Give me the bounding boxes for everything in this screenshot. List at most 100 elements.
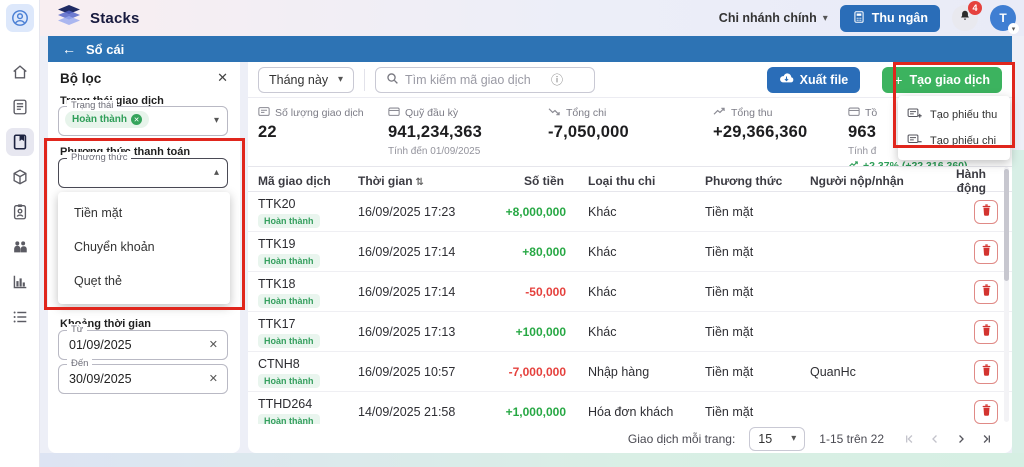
status-select[interactable]: Trạng thái Hoàn thành ✕ ▾ bbox=[58, 100, 228, 136]
column-header-person[interactable]: Người nộp/nhận bbox=[810, 174, 904, 188]
create-transaction-label: Tạo giao dịch bbox=[909, 72, 990, 87]
date-from-label: Từ bbox=[67, 324, 88, 335]
sidebar-item-profile[interactable] bbox=[5, 4, 34, 32]
branch-selector[interactable]: Chi nhánh chính ▾ bbox=[719, 11, 828, 25]
back-button[interactable]: ← bbox=[62, 41, 76, 57]
sidebar-item-customers[interactable] bbox=[6, 233, 34, 261]
search-box[interactable]: ⓘ bbox=[375, 66, 595, 93]
notifications-button[interactable]: 4 bbox=[952, 1, 982, 31]
export-file-button[interactable]: Xuất file bbox=[766, 66, 861, 93]
delete-button[interactable] bbox=[974, 199, 998, 224]
transaction-method: Tiền mặt bbox=[705, 404, 754, 419]
transaction-code[interactable]: TTK20 bbox=[258, 197, 296, 211]
transaction-category: Khác bbox=[588, 244, 617, 259]
table-body: TTK20 Hoàn thành 16/09/2025 17:23 +8,000,00… bbox=[248, 192, 1012, 424]
pagination-bar: Giao dịch mỗi trang: 15 ▾ 1-15 trên 22 bbox=[248, 424, 1012, 453]
status-badge: Hoàn thành bbox=[258, 294, 320, 308]
sidebar-item-orders[interactable] bbox=[6, 93, 34, 121]
next-page-icon[interactable] bbox=[954, 432, 968, 446]
per-page-label: Giao dịch mỗi trang: bbox=[627, 431, 736, 446]
create-transaction-menu: Tạo phiếu thu Tạo phiếu chi bbox=[898, 96, 1010, 160]
first-page-icon[interactable] bbox=[902, 432, 916, 446]
chip-remove-icon[interactable]: ✕ bbox=[131, 114, 142, 125]
per-page-select[interactable]: 15 ▾ bbox=[749, 426, 806, 451]
date-to-label: Đến bbox=[67, 358, 93, 369]
trend-down-icon bbox=[548, 106, 561, 120]
sort-icon[interactable]: ⇅ bbox=[415, 177, 424, 188]
stat-value: +29,366,360 bbox=[713, 123, 808, 141]
sidebar-item-home[interactable] bbox=[6, 58, 34, 86]
sidebar-item-menu[interactable] bbox=[6, 303, 34, 331]
avatar-initial: T bbox=[999, 11, 1007, 25]
sidebar-item-ledger[interactable] bbox=[5, 128, 34, 156]
divider bbox=[364, 68, 365, 91]
trash-icon bbox=[981, 244, 992, 259]
stat-value: 963 bbox=[848, 123, 877, 141]
wallet-icon bbox=[388, 106, 400, 120]
create-menu-item-1[interactable]: Tạo phiếu thu bbox=[898, 102, 1010, 128]
table-row[interactable]: TTHD264 Hoàn thành 14/09/2025 21:58 +1,000,… bbox=[248, 392, 1012, 424]
transaction-code[interactable]: TTK18 bbox=[258, 277, 296, 291]
page-title: Sổ cái bbox=[86, 41, 125, 57]
sidebar-item-products[interactable] bbox=[6, 163, 34, 191]
avatar[interactable]: T ▾ bbox=[990, 5, 1019, 34]
create-menu-item-2[interactable]: Tạo phiếu chi bbox=[898, 128, 1010, 154]
method-select[interactable]: Phương thức ▴ bbox=[58, 152, 228, 188]
clipboard-person-icon bbox=[11, 203, 29, 221]
table-row[interactable]: TTK19 Hoàn thành 16/09/2025 17:14 +80,000 Kh… bbox=[248, 232, 1012, 272]
delete-button[interactable] bbox=[974, 239, 998, 264]
table-row[interactable]: TTK20 Hoàn thành 16/09/2025 17:23 +8,000,00… bbox=[248, 192, 1012, 232]
receipt-minus-icon bbox=[907, 133, 922, 149]
chevron-down-icon: ▾ bbox=[791, 433, 797, 444]
sidebar-item-staff[interactable] bbox=[6, 198, 34, 226]
transaction-category: Nhập hàng bbox=[588, 364, 650, 379]
column-header-time[interactable]: Thời gian ⇅ bbox=[358, 174, 424, 188]
date-to-field[interactable]: Đến 30/09/2025 ✕ bbox=[58, 358, 228, 394]
column-header-code[interactable]: Mã giao dịch bbox=[258, 174, 331, 188]
stat-card-2: Quỹ đầu kỳ 941,234,363 Tính đến 01/09/2025 bbox=[388, 106, 548, 166]
stat-value: -7,050,000 bbox=[548, 123, 629, 141]
column-header-action: Hành động bbox=[956, 167, 986, 195]
column-header-method[interactable]: Phương thức bbox=[705, 174, 783, 188]
cashier-button[interactable]: Thu ngân bbox=[839, 4, 940, 32]
sidebar-item-reports[interactable] bbox=[6, 268, 34, 296]
info-icon: ⓘ bbox=[551, 73, 564, 87]
transaction-category: Khác bbox=[588, 204, 617, 219]
create-transaction-button[interactable]: + Tạo giao dịch bbox=[882, 66, 1002, 93]
clear-icon[interactable]: ✕ bbox=[208, 373, 218, 385]
stat-card-1: Số lượng giao dịch 22 bbox=[258, 106, 388, 166]
date-from-value: 01/09/2025 bbox=[69, 338, 132, 352]
table-row[interactable]: TTK18 Hoàn thành 16/09/2025 17:14 -50,000 Kh… bbox=[248, 272, 1012, 312]
method-option-1[interactable]: Tiền mặt bbox=[74, 206, 123, 220]
chevron-down-icon: ▾ bbox=[337, 74, 343, 85]
clear-icon[interactable]: ✕ bbox=[208, 339, 218, 351]
delete-button[interactable] bbox=[974, 399, 998, 424]
search-input[interactable] bbox=[405, 72, 545, 87]
transaction-code[interactable]: TTK17 bbox=[258, 317, 296, 331]
delete-button[interactable] bbox=[974, 279, 998, 304]
method-dropdown-menu: Tiền mặt Chuyển khoản Quẹt thẻ bbox=[58, 192, 230, 304]
transaction-method: Tiền mặt bbox=[705, 324, 754, 339]
transaction-code[interactable]: TTHD264 bbox=[258, 397, 313, 411]
table-scrollbar[interactable] bbox=[1004, 167, 1009, 422]
table-row[interactable]: CTNH8 Hoàn thành 16/09/2025 10:57 -7,000,00… bbox=[248, 352, 1012, 392]
pagination-range: 1-15 trên 22 bbox=[819, 431, 884, 446]
delete-button[interactable] bbox=[974, 319, 998, 344]
delete-button[interactable] bbox=[974, 359, 998, 384]
close-icon[interactable]: ✕ bbox=[217, 70, 228, 85]
scrollbar-thumb[interactable] bbox=[1004, 169, 1009, 281]
date-from-field[interactable]: Từ 01/09/2025 ✕ bbox=[58, 324, 228, 360]
transaction-code[interactable]: CTNH8 bbox=[258, 357, 300, 371]
method-option-3[interactable]: Quẹt thẻ bbox=[74, 274, 122, 288]
transaction-code[interactable]: TTK19 bbox=[258, 237, 296, 251]
last-page-icon[interactable] bbox=[980, 432, 994, 446]
status-badge: Hoàn thành bbox=[258, 414, 320, 424]
date-to-value: 30/09/2025 bbox=[69, 372, 132, 386]
method-option-2[interactable]: Chuyển khoản bbox=[74, 240, 155, 254]
column-header-category[interactable]: Loại thu chi bbox=[588, 174, 656, 188]
column-header-amount[interactable]: Số tiền bbox=[523, 174, 564, 188]
period-filter-select[interactable]: Tháng này ▾ bbox=[258, 66, 354, 93]
transaction-category: Khác bbox=[588, 324, 617, 339]
previous-page-icon[interactable] bbox=[928, 432, 942, 446]
table-row[interactable]: TTK17 Hoàn thành 16/09/2025 17:13 +100,000 K… bbox=[248, 312, 1012, 352]
